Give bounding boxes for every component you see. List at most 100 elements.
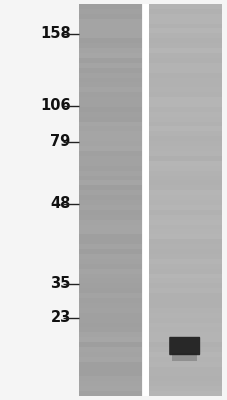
Bar [78,180,142,185]
Bar [149,136,221,141]
Bar [78,102,142,107]
Bar [149,361,221,366]
Bar [78,58,142,63]
Bar [149,8,221,14]
Bar [78,67,142,73]
Text: 106: 106 [40,98,70,114]
Bar [78,371,142,376]
Bar [149,210,221,215]
Bar [149,288,221,293]
Bar [149,322,221,327]
Bar [78,268,142,274]
Bar [78,258,142,264]
Bar [149,258,221,264]
Bar [149,352,221,357]
Bar [149,268,221,274]
Bar [78,18,142,24]
Bar [78,346,142,352]
Bar [78,106,142,112]
Text: 158: 158 [40,26,70,42]
Bar [149,263,221,269]
Bar [78,283,142,288]
Bar [149,224,221,229]
Bar [149,28,221,33]
Bar [149,82,221,87]
Bar [149,298,221,303]
Bar [149,160,221,166]
Bar [149,77,221,82]
Bar [149,170,221,176]
Bar [78,356,142,362]
Bar [78,278,142,283]
Bar [78,254,142,259]
Bar [78,126,142,131]
Bar [78,361,142,366]
Bar [78,210,142,215]
Bar [78,131,142,136]
Bar [149,165,221,170]
Bar [149,52,221,58]
Bar [149,87,221,92]
Bar [78,87,142,92]
Bar [78,200,142,205]
Bar [78,28,142,33]
Bar [149,58,221,63]
Bar [149,156,221,161]
Text: 35: 35 [50,276,70,292]
Bar [149,307,221,313]
Bar [78,141,142,146]
Bar [78,116,142,122]
Bar [78,342,142,347]
Bar [78,332,142,337]
Bar [78,224,142,229]
Bar [149,200,221,205]
Bar [149,92,221,97]
Bar [78,92,142,97]
Bar [78,337,142,342]
Bar [149,371,221,376]
Bar [149,204,221,210]
Bar [78,219,142,224]
Bar [149,317,221,322]
Bar [149,391,221,396]
Bar [149,180,221,185]
Bar [149,312,221,318]
Bar [149,273,221,278]
Bar [149,175,221,180]
Bar [149,234,221,239]
Bar [78,229,142,234]
Bar [78,4,142,9]
Bar [149,38,221,43]
Bar [78,386,142,391]
Bar [78,249,142,254]
Bar [78,146,142,151]
Bar [78,77,142,82]
FancyBboxPatch shape [168,337,199,355]
Bar [149,97,221,102]
Bar [149,121,221,126]
Bar [149,72,221,78]
Bar [78,82,142,87]
Bar [149,126,221,131]
Bar [78,72,142,78]
Bar [78,214,142,220]
Bar [78,391,142,396]
Bar [149,111,221,117]
Bar [149,18,221,24]
Bar [149,332,221,337]
Bar [149,327,221,332]
Bar [78,317,142,322]
Bar [171,353,196,361]
Bar [149,366,221,372]
Bar [149,229,221,234]
Bar [78,23,142,28]
Bar [78,170,142,176]
Bar [149,342,221,347]
Bar [149,106,221,112]
Bar [78,352,142,357]
Bar [78,43,142,48]
Bar [149,254,221,259]
Bar [149,239,221,244]
Bar [78,52,142,58]
Bar [149,146,221,151]
